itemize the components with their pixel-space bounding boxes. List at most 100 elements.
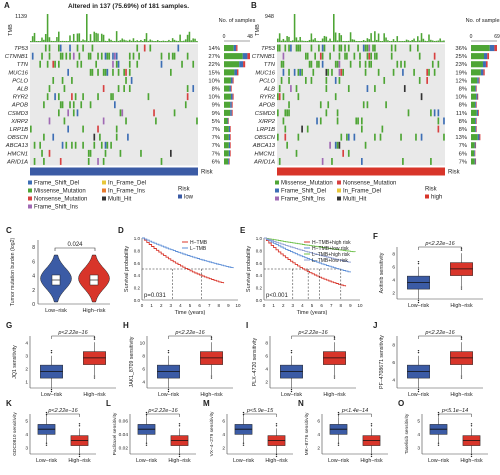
mutation-cell xyxy=(344,44,346,52)
gene-label: HMCN1 xyxy=(7,151,28,157)
mutation-cell xyxy=(366,52,369,60)
tmb-bar xyxy=(422,38,425,42)
gene-percent: 11% xyxy=(456,111,467,117)
gene-percent: 9% xyxy=(212,103,220,109)
mutation-cell xyxy=(321,44,324,52)
outlier-point xyxy=(470,455,473,458)
mutation-cell xyxy=(93,141,96,149)
tmb-bar xyxy=(405,39,408,42)
gene-count-bar xyxy=(237,69,239,76)
group-label: High−risk xyxy=(265,458,288,464)
tmb-bar xyxy=(58,31,60,42)
mutation-cell xyxy=(110,93,112,101)
outlier-point xyxy=(437,411,440,414)
gene-count-bar xyxy=(224,126,229,133)
y-axis-label: Tumor mutation burden (log2) xyxy=(10,238,16,307)
tmb-bar xyxy=(297,40,300,42)
outlier-point xyxy=(210,338,213,340)
mutation-cell xyxy=(119,149,122,157)
tmb-bar xyxy=(80,40,82,42)
tmb-bar xyxy=(196,40,198,42)
tmb-bar xyxy=(413,38,415,42)
panel-letter-D: D xyxy=(118,226,124,235)
mutation-cell xyxy=(48,149,51,157)
gene-count-bar xyxy=(231,101,233,108)
outlier-point xyxy=(290,351,293,354)
mutation-cell xyxy=(366,44,369,52)
mutation-cell xyxy=(301,68,303,76)
mutation-cell xyxy=(297,133,300,141)
mutation-cell xyxy=(375,52,378,60)
legend-swatch xyxy=(102,180,106,185)
mutation-cell xyxy=(282,93,285,101)
gene-label: XIRP2 xyxy=(10,119,29,125)
tmb-bar xyxy=(284,40,287,42)
mutation-cell xyxy=(78,52,81,60)
outlier-point xyxy=(333,336,336,338)
y-tick-label: 8 xyxy=(392,343,395,349)
gene-count-bar xyxy=(247,53,250,60)
mutation-cell xyxy=(278,158,281,165)
mutation-cell xyxy=(310,77,313,84)
x-tick-label: 5 xyxy=(311,303,314,308)
significance-bracket xyxy=(46,413,80,417)
significance-bracket xyxy=(168,335,212,339)
tmb-bar xyxy=(295,37,298,42)
mutation-cell xyxy=(117,68,120,76)
tmb-bar xyxy=(43,39,45,42)
gene-count-bar xyxy=(478,77,480,84)
gene-count-bar xyxy=(474,142,476,149)
outlier-point xyxy=(460,286,463,288)
gene-count-bar xyxy=(471,126,476,133)
tmb-bar xyxy=(74,40,77,42)
outlier-point xyxy=(45,413,48,416)
tmb-bar xyxy=(106,40,109,42)
y-tick-label: 4 xyxy=(265,367,268,373)
mutation-cell xyxy=(99,133,101,141)
mutation-cell xyxy=(361,125,363,133)
gene-count-bar xyxy=(471,45,490,52)
mutation-cell xyxy=(340,68,343,76)
tmb-bar xyxy=(417,36,419,42)
outlier-point xyxy=(333,377,336,379)
y-tick-label: 0.2 xyxy=(256,286,263,291)
group-label: Low−risk xyxy=(41,392,62,398)
gene-count-bar xyxy=(471,142,475,149)
gene-percent: 7% xyxy=(459,159,467,165)
mutation-cell xyxy=(186,52,189,60)
mutation-cell xyxy=(89,101,92,109)
outlier-point xyxy=(78,423,81,425)
outlier-point xyxy=(145,444,148,446)
tmb-bar xyxy=(344,40,346,42)
tmb-bar xyxy=(54,40,56,42)
tmb-bar xyxy=(389,40,391,42)
mutation-cell xyxy=(362,101,365,109)
legend-item: Frame_Shift_Ins xyxy=(281,197,325,203)
mutation-cell xyxy=(390,44,393,52)
tmb-bar xyxy=(409,40,412,42)
tmb-bar xyxy=(177,40,180,42)
gene-percent: 5% xyxy=(212,119,220,125)
mutation-cell xyxy=(364,60,367,68)
panel-letter-G: G xyxy=(6,321,12,330)
mutation-cell xyxy=(364,68,367,76)
gene-count-bar xyxy=(476,109,479,116)
mutation-cell xyxy=(413,68,415,76)
tmb-bar xyxy=(87,40,90,42)
mutation-cell xyxy=(347,133,350,141)
mutation-cell xyxy=(286,141,288,149)
y-tick-label: 0.04 xyxy=(119,432,129,438)
tmb-bar xyxy=(387,40,389,42)
mutation-cell xyxy=(278,93,281,101)
mutation-cell xyxy=(177,44,180,52)
mutation-cell xyxy=(97,52,99,60)
risk-legend-value: high xyxy=(431,195,442,201)
tmb-bar xyxy=(277,38,279,42)
mutation-cell xyxy=(278,44,281,52)
gene-count-bar xyxy=(224,142,229,149)
gene-count-bar xyxy=(234,69,237,76)
mutation-cell xyxy=(100,52,103,60)
gene-percent: 6% xyxy=(212,159,220,165)
mutation-cell xyxy=(59,158,62,165)
mutation-cell xyxy=(72,101,75,109)
